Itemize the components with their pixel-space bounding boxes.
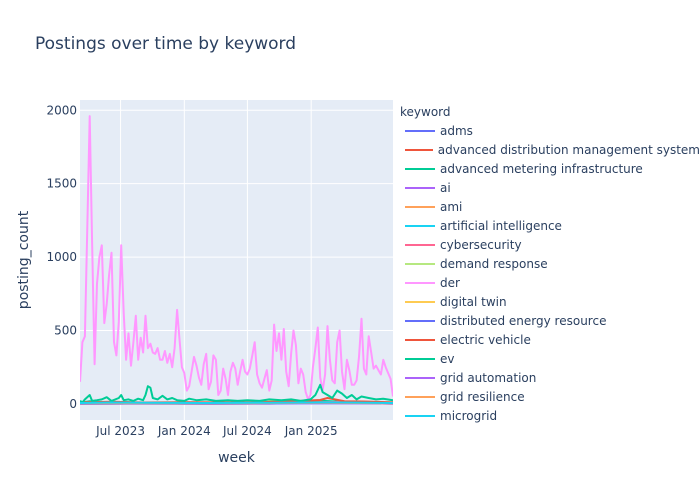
- legend-item[interactable]: adms: [400, 121, 700, 140]
- legend-swatch: [405, 186, 435, 189]
- legend-item[interactable]: electric vehicle: [400, 330, 700, 349]
- series-line-der: [80, 115, 393, 401]
- legend-item[interactable]: cybersecurity: [400, 235, 700, 254]
- x-axis-title: week: [218, 450, 256, 466]
- legend-label: adms: [440, 123, 473, 138]
- y-tick-label: 1000: [46, 250, 77, 264]
- legend-item[interactable]: digital twin: [400, 292, 700, 311]
- legend-swatch: [405, 224, 435, 227]
- legend-swatch: [405, 205, 435, 208]
- legend-label: cybersecurity: [440, 237, 522, 252]
- legend-label: digital twin: [440, 294, 507, 309]
- legend-swatch: [405, 148, 433, 151]
- legend-label: advanced distribution management system: [437, 142, 700, 157]
- legend[interactable]: keyword adms advanced distribution manage…: [400, 103, 700, 423]
- series-line-microgrid: [80, 401, 393, 404]
- legend-item[interactable]: grid automation: [400, 368, 700, 387]
- legend-item[interactable]: advanced metering infrastructure: [400, 159, 700, 178]
- legend-item[interactable]: microgrid: [400, 406, 700, 423]
- legend-items: adms advanced distribution management sys…: [400, 121, 700, 423]
- legend-item[interactable]: grid resilience: [400, 387, 700, 406]
- y-tick-label: 2000: [46, 103, 77, 117]
- legend-label: ev: [440, 351, 455, 366]
- x-tick-label: Jul 2023: [95, 424, 145, 438]
- legend-item[interactable]: artificial intelligence: [400, 216, 700, 235]
- legend-label: grid resilience: [440, 389, 525, 404]
- y-tick-label: 1500: [46, 177, 77, 191]
- chart-title: Postings over time by keyword: [35, 34, 297, 54]
- legend-label: grid automation: [440, 370, 537, 385]
- x-tick-label: Jan 2024: [157, 424, 211, 438]
- y-tick-label: 0: [69, 397, 77, 411]
- series-line-ev: [80, 383, 393, 404]
- legend-item[interactable]: distributed energy resource: [400, 311, 700, 330]
- legend-label: demand response: [440, 256, 548, 271]
- legend-label: ami: [440, 199, 463, 214]
- legend-swatch: [405, 167, 435, 170]
- legend-swatch: [405, 338, 435, 341]
- legend-swatch: [405, 319, 435, 322]
- legend-item[interactable]: der: [400, 273, 700, 292]
- x-tick-label: Jul 2024: [222, 424, 272, 438]
- legend-item[interactable]: ai: [400, 178, 700, 197]
- legend-label: advanced metering infrastructure: [440, 161, 643, 176]
- legend-item[interactable]: ev: [400, 349, 700, 368]
- legend-label: artificial intelligence: [440, 218, 562, 233]
- legend-swatch: [405, 300, 435, 303]
- legend-label: microgrid: [440, 408, 498, 423]
- legend-item[interactable]: advanced distribution management system: [400, 140, 700, 159]
- legend-swatch: [405, 414, 435, 417]
- legend-swatch: [405, 129, 435, 132]
- legend-title: keyword: [400, 105, 451, 119]
- legend-swatch: [405, 262, 435, 265]
- legend-swatch: [405, 376, 435, 379]
- legend-label: distributed energy resource: [440, 313, 607, 328]
- legend-swatch: [405, 243, 435, 246]
- legend-swatch: [405, 357, 435, 360]
- legend-label: electric vehicle: [440, 332, 531, 347]
- y-axis-title: posting_count: [16, 210, 32, 309]
- y-tick-label: 500: [54, 323, 77, 337]
- x-tick-label: Jan 2025: [284, 424, 338, 438]
- legend-label: der: [440, 275, 460, 290]
- legend-item[interactable]: ami: [400, 197, 700, 216]
- legend-swatch: [405, 281, 435, 284]
- legend-label: ai: [440, 180, 451, 195]
- legend-item[interactable]: demand response: [400, 254, 700, 273]
- series-group: [80, 115, 393, 405]
- legend-swatch: [405, 395, 435, 398]
